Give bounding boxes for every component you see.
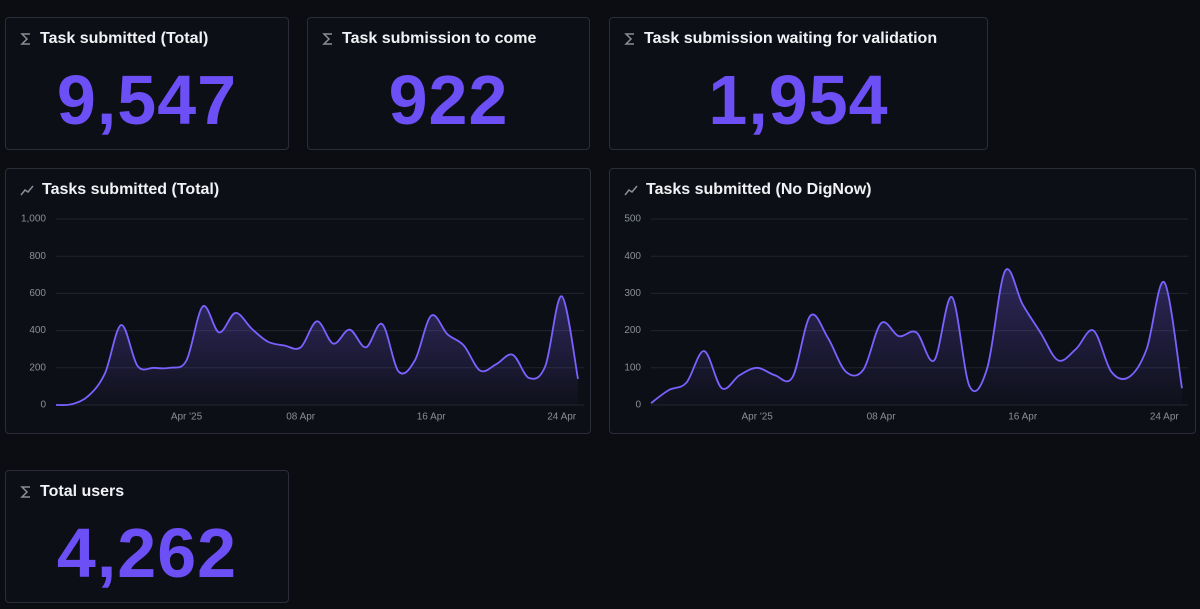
x-tick-label: Apr '25	[171, 412, 203, 423]
x-tick-label: 16 Apr	[1008, 412, 1038, 423]
chart-card: Tasks submitted (Total) 0 200 400 600 800 1,0…	[5, 168, 591, 434]
y-tick-label: 200	[29, 362, 46, 373]
y-tick-label: 400	[29, 325, 46, 336]
area	[56, 296, 578, 406]
y-tick-label: 500	[624, 214, 641, 225]
stat-header: Task submission to come	[322, 30, 536, 48]
stat-value: 1,954	[708, 61, 889, 139]
chart-header: Tasks submitted (Total)	[20, 181, 219, 199]
y-tick-label: 200	[624, 325, 641, 336]
sigma-icon	[322, 33, 332, 45]
trend-icon	[624, 185, 638, 196]
sigma-icon	[20, 486, 30, 498]
x-tick-label: 08 Apr	[286, 412, 316, 423]
line	[650, 268, 1183, 404]
stat-header: Total users	[20, 483, 124, 501]
chart: 0 100 200 300 400 500 Apr '25 08 Apr 16 Apr 24 Ap…	[624, 214, 1188, 423]
stat-value: 922	[388, 61, 509, 139]
x-tick-label: 08 Apr	[867, 412, 897, 423]
y-tick-label: 400	[624, 251, 641, 262]
stat-title: Task submission waiting for validation	[644, 30, 938, 47]
chart-title: Tasks submitted (No DigNow)	[646, 181, 872, 198]
stat-header: Task submission waiting for validation	[624, 30, 937, 48]
stat-title: Total users	[40, 483, 125, 500]
trend-icon	[20, 185, 34, 196]
y-tick-label: 0	[635, 400, 641, 411]
stat-value: 9,547	[56, 61, 238, 139]
stat-value: 4,262	[56, 514, 238, 592]
stat-header: Task submitted (Total)	[20, 30, 208, 48]
line	[55, 295, 579, 406]
x-tick-label: Apr '25	[742, 412, 774, 423]
chart: 0 200 400 600 800 1,000 Apr '25 08 Apr 16 Apr 24 …	[21, 214, 584, 423]
stat-card: Task submitted (Total) 9,547	[5, 17, 289, 150]
y-tick-label: 600	[29, 288, 46, 299]
sigma-icon	[20, 33, 30, 45]
y-tick-label: 1,000	[21, 214, 46, 225]
stat-title: Task submission to come	[342, 30, 537, 47]
x-tick-label: 24 Apr	[1150, 412, 1180, 423]
chart-card: Tasks submitted (No DigNow) 0 100 200 300 40…	[609, 168, 1196, 434]
sigma-icon	[624, 33, 634, 45]
chart-title: Tasks submitted (Total)	[42, 181, 220, 198]
x-tick-label: 16 Apr	[417, 412, 447, 423]
x-tick-label: 24 Apr	[547, 412, 577, 423]
stat-card: Task submission to come 922	[307, 17, 590, 150]
area	[651, 269, 1182, 405]
y-tick-label: 0	[40, 400, 46, 411]
chart-header: Tasks submitted (No DigNow)	[624, 181, 872, 199]
y-tick-label: 800	[29, 251, 46, 262]
y-tick-label: 100	[624, 362, 641, 373]
stat-card: Task submission waiting for validation 1…	[609, 17, 988, 150]
stat-title: Task submitted (Total)	[40, 30, 209, 47]
y-tick-label: 300	[624, 288, 641, 299]
stat-card: Total users 4,262	[5, 470, 289, 603]
